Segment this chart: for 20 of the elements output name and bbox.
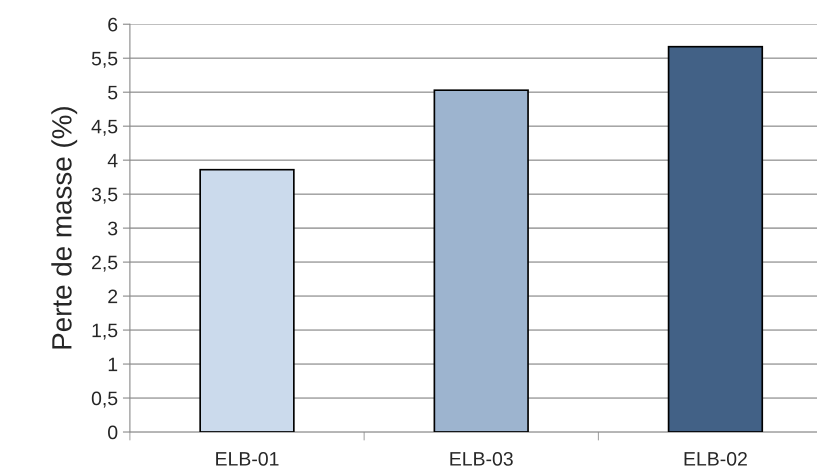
y-tick-label: 1,5 (92, 324, 118, 340)
y-tick-label: 3 (108, 222, 118, 236)
y-tick-label: 5 (108, 86, 118, 100)
y-tick-label: 6 (108, 18, 118, 32)
y-tick-label: 3,5 (92, 188, 118, 204)
y-tick-label: 4 (108, 154, 118, 168)
y-tick-label: 4,5 (92, 120, 118, 136)
bar (668, 46, 764, 432)
y-tick-label: 2 (108, 290, 118, 304)
y-tick-label: 1 (108, 358, 118, 372)
x-tick-label: ELB-03 (450, 452, 513, 466)
y-axis-title: Perte de masse (%) (51, 107, 78, 349)
y-tick-label: 2,5 (92, 256, 118, 272)
bar (199, 168, 295, 432)
x-tick-label: ELB-02 (684, 452, 747, 466)
x-tick-label: ELB-01 (216, 452, 278, 466)
y-tick-label: 0 (108, 425, 118, 440)
y-tick-label: 5,5 (92, 52, 118, 68)
bar (434, 89, 529, 432)
y-tick-label: 0,5 (92, 392, 118, 408)
